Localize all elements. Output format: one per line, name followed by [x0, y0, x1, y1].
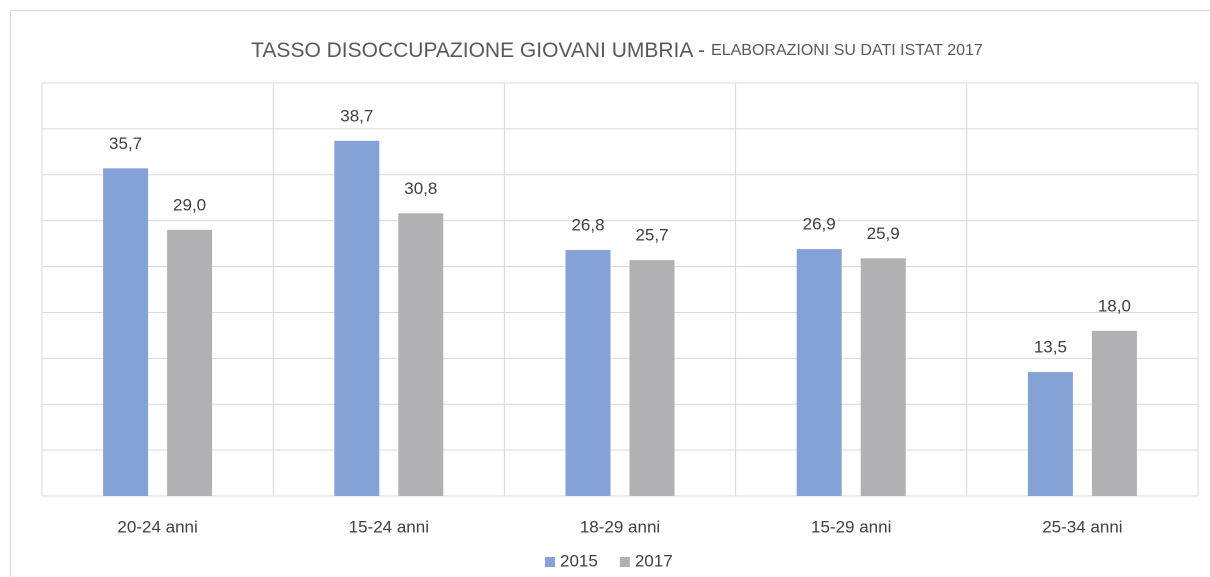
legend-label: 2015: [560, 551, 598, 570]
bar: [398, 213, 444, 496]
chart-heading: TASSO DISOCCUPAZIONE GIOVANI UMBRIA - ELA…: [251, 39, 983, 62]
data-label: 13,5: [1034, 338, 1067, 357]
legend-swatch: [619, 557, 630, 567]
bar: [796, 249, 842, 496]
data-label: 18,0: [1098, 296, 1131, 315]
data-label: 25,9: [867, 224, 900, 243]
x-tick-label: 25-34 anni: [1042, 517, 1122, 536]
bar: [103, 168, 149, 496]
x-tick-label: 20-24 anni: [117, 517, 197, 536]
data-label: 25,7: [635, 226, 668, 245]
x-tick-label: 15-29 anni: [811, 517, 891, 536]
bar: [1091, 330, 1137, 496]
data-label: 30,8: [404, 179, 437, 198]
bar: [565, 250, 611, 496]
x-tick-label: 15-24 anni: [349, 517, 429, 536]
legend-swatch: [545, 557, 555, 567]
bar: [334, 140, 380, 496]
chart-title: TASSO DISOCCUPAZIONE GIOVANI UMBRIA -: [251, 39, 705, 62]
bar: [167, 229, 213, 496]
data-label: 38,7: [340, 106, 373, 125]
bar: [1027, 372, 1073, 496]
data-label: 29,0: [173, 195, 206, 214]
x-tick-label: 18-29 anni: [580, 517, 660, 536]
bar: [860, 258, 906, 496]
legend-label: 2017: [635, 551, 673, 570]
data-label: 35,7: [109, 134, 142, 153]
chart-subtitle: ELABORAZIONI SU DATI ISTAT 2017: [711, 42, 983, 59]
bar: [629, 260, 675, 496]
data-label: 26,9: [803, 215, 836, 234]
data-label: 26,8: [571, 216, 604, 235]
